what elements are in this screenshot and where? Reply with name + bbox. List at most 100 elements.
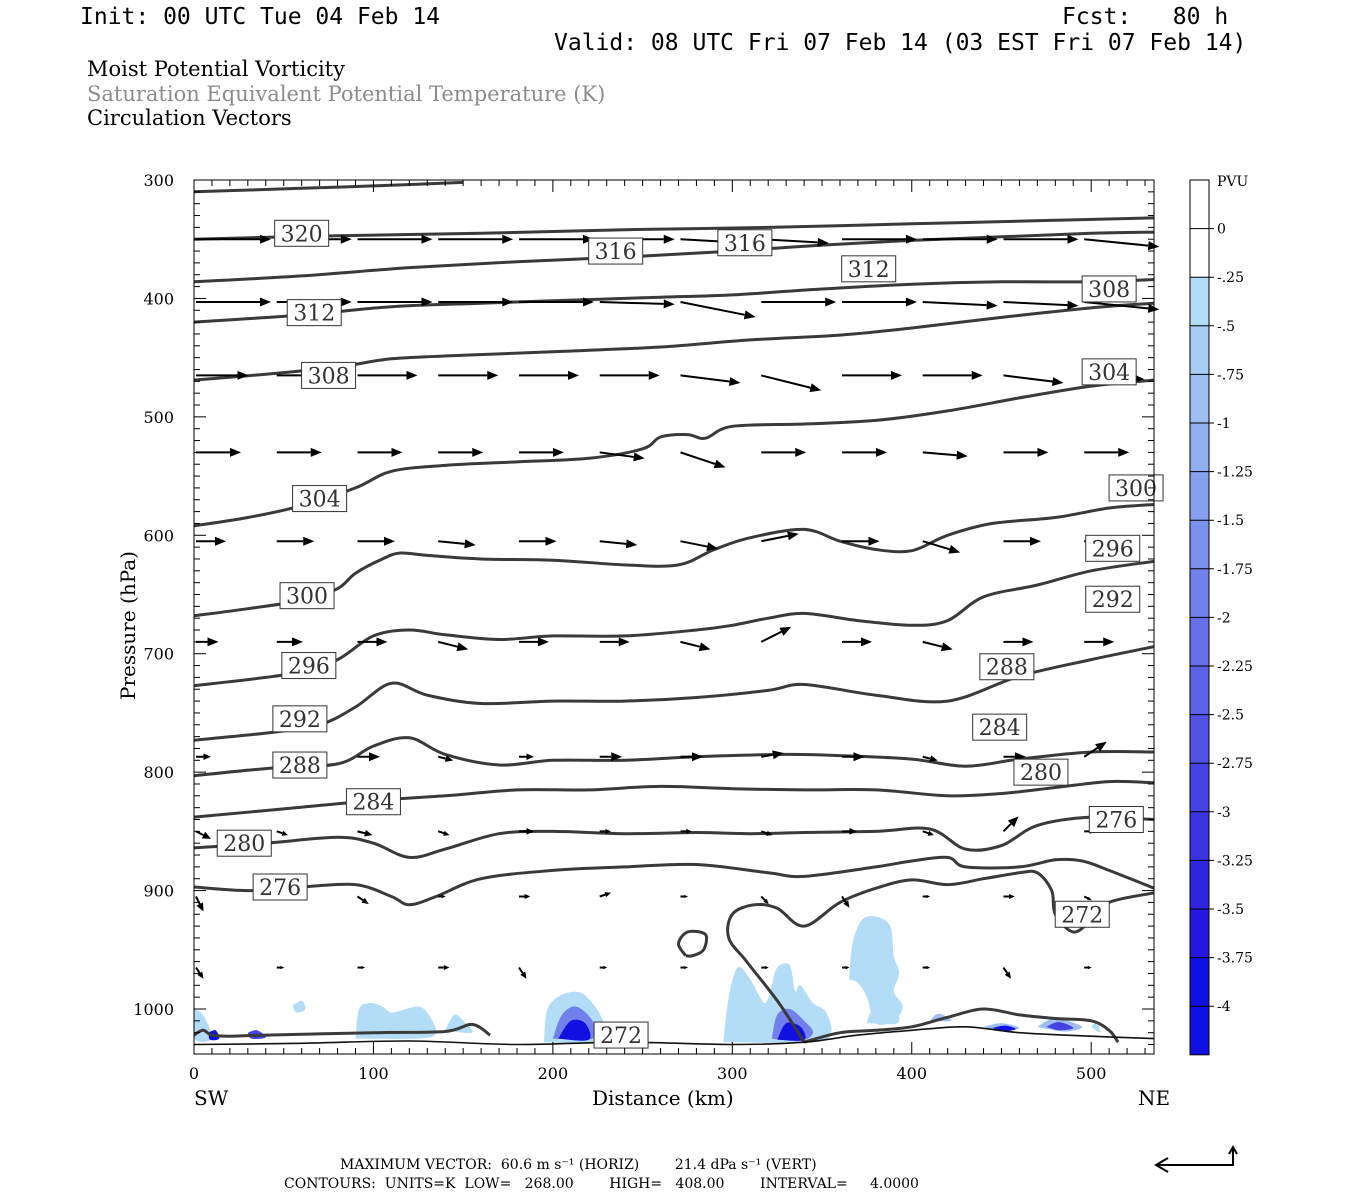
- circulation-vector: [276, 830, 288, 836]
- vector-shaft: [356, 895, 364, 902]
- circulation-vector: [841, 828, 857, 835]
- contour-label-text: 296: [288, 655, 330, 680]
- circulation-vector: [437, 830, 450, 836]
- vector-shaft: [922, 830, 929, 835]
- contour-label: 320: [274, 219, 330, 247]
- ground-profile-line: [194, 1025, 1154, 1046]
- circulation-vector: [518, 828, 534, 835]
- vector-head: [1037, 447, 1049, 457]
- vector-head: [729, 377, 741, 387]
- x-tick-label: 200: [538, 1064, 569, 1083]
- contour-label-box: [216, 829, 272, 857]
- contour-label-text: 312: [293, 302, 335, 327]
- contour-label: 292: [1085, 585, 1141, 613]
- vector-shaft: [599, 540, 627, 545]
- contour-label-box: [1081, 358, 1137, 386]
- vector-head: [795, 447, 807, 457]
- theta-es-contour: [194, 180, 464, 194]
- vector-head: [1103, 637, 1115, 647]
- theta-es-contour: [194, 216, 1154, 241]
- vector-head: [956, 450, 968, 460]
- theta-es-contour: [677, 929, 709, 958]
- vector-shaft: [1083, 747, 1099, 758]
- y-axis-label: Pressure (hPa): [116, 551, 140, 700]
- pv-region: [558, 1019, 591, 1041]
- circulation-vector: [518, 234, 594, 244]
- colorbar-level-label: -2: [1217, 610, 1231, 626]
- vector-head: [1067, 234, 1079, 244]
- contour-label-box: [279, 582, 335, 610]
- contour-label: 272: [1054, 900, 1110, 928]
- contour-label-text: 292: [1092, 588, 1134, 613]
- theta-es-contour: [803, 1007, 1120, 1044]
- circulation-vector: [922, 830, 934, 836]
- colorbar-swatch: [1190, 325, 1209, 375]
- contour-label-text: 276: [259, 876, 301, 901]
- circulation-vector: [841, 752, 865, 762]
- circulation-vector: [761, 297, 837, 307]
- vector-shaft: [1084, 238, 1149, 247]
- theta-es-contour: [194, 815, 1154, 859]
- vector-shaft: [922, 640, 943, 648]
- pv-region: [777, 1022, 806, 1041]
- contour-label-text: 300: [286, 585, 328, 610]
- y-tick-label: 600: [143, 526, 174, 545]
- circulation-vector: [357, 536, 395, 546]
- contour-label-text: 292: [279, 708, 321, 733]
- circulation-vector: [841, 297, 917, 307]
- circulation-vector: [760, 895, 769, 904]
- circulation-vector: [438, 640, 469, 652]
- contour-label: 280: [216, 829, 272, 857]
- colorbar-level-label: -1.25: [1217, 465, 1253, 481]
- vector-head: [905, 234, 917, 244]
- vector-head: [860, 637, 872, 647]
- vector-head: [686, 828, 692, 834]
- circulation-vector: [761, 447, 807, 457]
- circulation-vector: [841, 234, 917, 244]
- vector-head: [971, 370, 983, 380]
- circulation-vector: [599, 637, 630, 647]
- contour-label-box: [1088, 806, 1144, 834]
- theta-es-contour: [194, 378, 1154, 528]
- colorbar-swatch: [1190, 714, 1209, 764]
- circulation-vector: [1084, 447, 1130, 457]
- contour-label-box: [1013, 758, 1069, 786]
- x-tick-label: 100: [358, 1064, 389, 1083]
- vector-shaft: [357, 830, 366, 835]
- circulation-vector: [1003, 234, 1079, 244]
- vector-head: [383, 536, 395, 546]
- colorbar-swatch: [1190, 568, 1209, 618]
- contour-label: 300: [279, 582, 335, 610]
- vector-head: [237, 370, 249, 380]
- vector-shaft: [680, 374, 730, 383]
- contour-label-box: [979, 653, 1035, 681]
- circulation-vector: [922, 965, 931, 970]
- vector-head: [691, 752, 703, 762]
- circulation-vector: [357, 370, 418, 380]
- vector-head: [520, 971, 527, 979]
- vector-head: [763, 898, 769, 904]
- vector-head: [633, 452, 645, 462]
- reference-vector-icon: [1154, 1144, 1238, 1173]
- contour-label-text: 308: [1088, 278, 1130, 303]
- vector-head: [361, 965, 365, 970]
- vector-head: [926, 965, 931, 970]
- colorbar-level-label: -2.75: [1217, 756, 1253, 772]
- colorbar-swatch: [1190, 860, 1209, 909]
- vector-head: [849, 828, 857, 835]
- vector-head: [406, 370, 418, 380]
- circulation-vector: [518, 297, 594, 307]
- colorbar-level-label: -2.5: [1217, 708, 1244, 724]
- vector-head: [890, 370, 902, 380]
- pv-region: [355, 1003, 437, 1040]
- vector-shaft: [1003, 300, 1068, 307]
- circulation-vector: [438, 297, 514, 307]
- circulation-vector: [841, 370, 902, 380]
- circulation-vector: [196, 447, 241, 457]
- circulation-vector: [196, 234, 271, 244]
- vector-head: [364, 829, 373, 837]
- vector-head: [456, 642, 469, 652]
- vector-head: [552, 447, 564, 457]
- vector-head: [1052, 377, 1064, 387]
- vector-head: [502, 297, 514, 307]
